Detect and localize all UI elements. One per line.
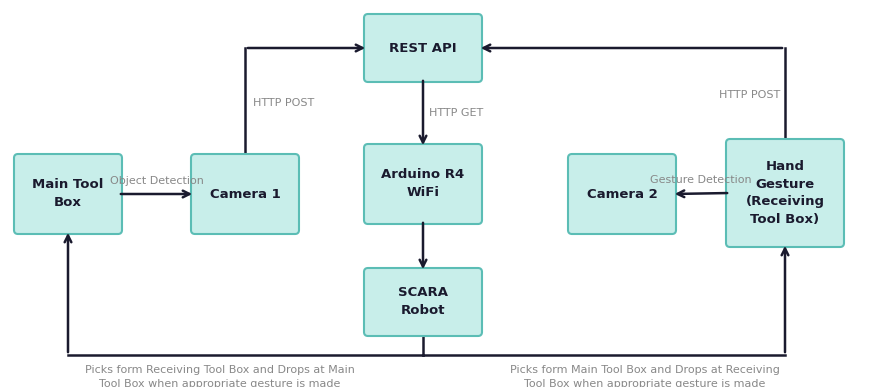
Text: Gesture Detection: Gesture Detection bbox=[649, 175, 751, 185]
Text: HTTP POST: HTTP POST bbox=[718, 91, 779, 101]
FancyBboxPatch shape bbox=[363, 14, 481, 82]
FancyBboxPatch shape bbox=[567, 154, 675, 234]
Text: Camera 2: Camera 2 bbox=[586, 187, 657, 200]
Text: SCARA
Robot: SCARA Robot bbox=[397, 286, 448, 317]
FancyBboxPatch shape bbox=[191, 154, 299, 234]
FancyBboxPatch shape bbox=[14, 154, 122, 234]
Text: Picks form Main Tool Box and Drops at Receiving
Tool Box when appropriate gestur: Picks form Main Tool Box and Drops at Re… bbox=[509, 365, 779, 387]
Text: HTTP POST: HTTP POST bbox=[253, 98, 314, 108]
Text: Object Detection: Object Detection bbox=[109, 176, 203, 186]
FancyBboxPatch shape bbox=[725, 139, 843, 247]
Text: Camera 1: Camera 1 bbox=[209, 187, 280, 200]
Text: HTTP GET: HTTP GET bbox=[428, 108, 482, 118]
Text: Arduino R4
WiFi: Arduino R4 WiFi bbox=[381, 168, 464, 200]
Text: REST API: REST API bbox=[388, 41, 456, 55]
FancyBboxPatch shape bbox=[363, 144, 481, 224]
FancyBboxPatch shape bbox=[363, 268, 481, 336]
Text: Main Tool
Box: Main Tool Box bbox=[32, 178, 103, 209]
Text: Picks form Receiving Tool Box and Drops at Main
Tool Box when appropriate gestur: Picks form Receiving Tool Box and Drops … bbox=[85, 365, 355, 387]
Text: Hand
Gesture
(Receiving
Tool Box): Hand Gesture (Receiving Tool Box) bbox=[745, 159, 824, 226]
